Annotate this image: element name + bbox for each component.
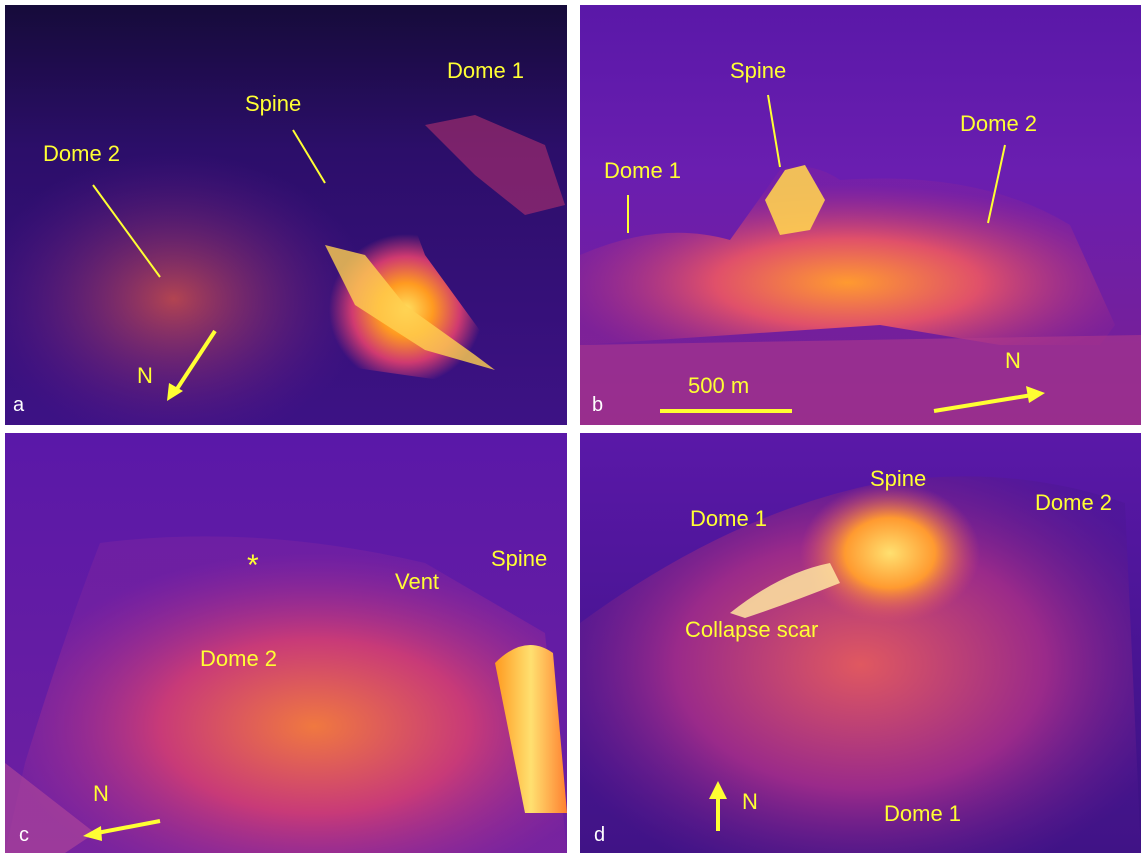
thermal-image-panel-a: Dome 1 Spine Dome 2 N a: [5, 5, 567, 425]
label-spine: Spine: [245, 91, 302, 116]
label-asterisk: *: [247, 549, 259, 582]
label-spine: Spine: [870, 466, 927, 491]
label-dome1-top: Dome 1: [690, 506, 768, 531]
thermal-image-panel-b: Spine Dome 1 Dome 2 500 m N b: [580, 5, 1141, 425]
thermal-image-panel-d: Spine Dome 1 Dome 2 Collapse scar N Dome…: [580, 433, 1141, 853]
label-north: N: [93, 781, 109, 806]
label-collapse-scar: Collapse scar: [685, 617, 819, 642]
thermal-image-d: [580, 433, 1141, 853]
panel-letter-a: a: [13, 394, 25, 416]
panel-letter-b: b: [592, 394, 604, 416]
label-dome1: Dome 1: [604, 158, 682, 183]
label-dome2: Dome 2: [1035, 490, 1113, 515]
panel-letter-c: c: [19, 824, 29, 846]
thermal-image-c: [5, 433, 567, 853]
label-spine: Spine: [491, 546, 548, 571]
label-north: N: [742, 789, 758, 814]
label-spine: Spine: [730, 58, 787, 83]
thermal-image-a: [5, 5, 567, 425]
label-north: N: [137, 363, 153, 388]
label-dome2: Dome 2: [43, 141, 121, 166]
label-vent: Vent: [395, 569, 440, 594]
panel-letter-d: d: [594, 824, 606, 846]
label-dome2: Dome 2: [200, 646, 278, 671]
label-dome1-bottom: Dome 1: [884, 801, 962, 826]
label-north: N: [1005, 348, 1021, 373]
thermal-image-panel-c: Spine Vent * Dome 2 N c: [5, 433, 567, 853]
label-dome2: Dome 2: [960, 111, 1038, 136]
thermal-image-b: [580, 5, 1141, 425]
label-scale: 500 m: [688, 373, 750, 398]
label-dome1: Dome 1: [447, 58, 525, 83]
